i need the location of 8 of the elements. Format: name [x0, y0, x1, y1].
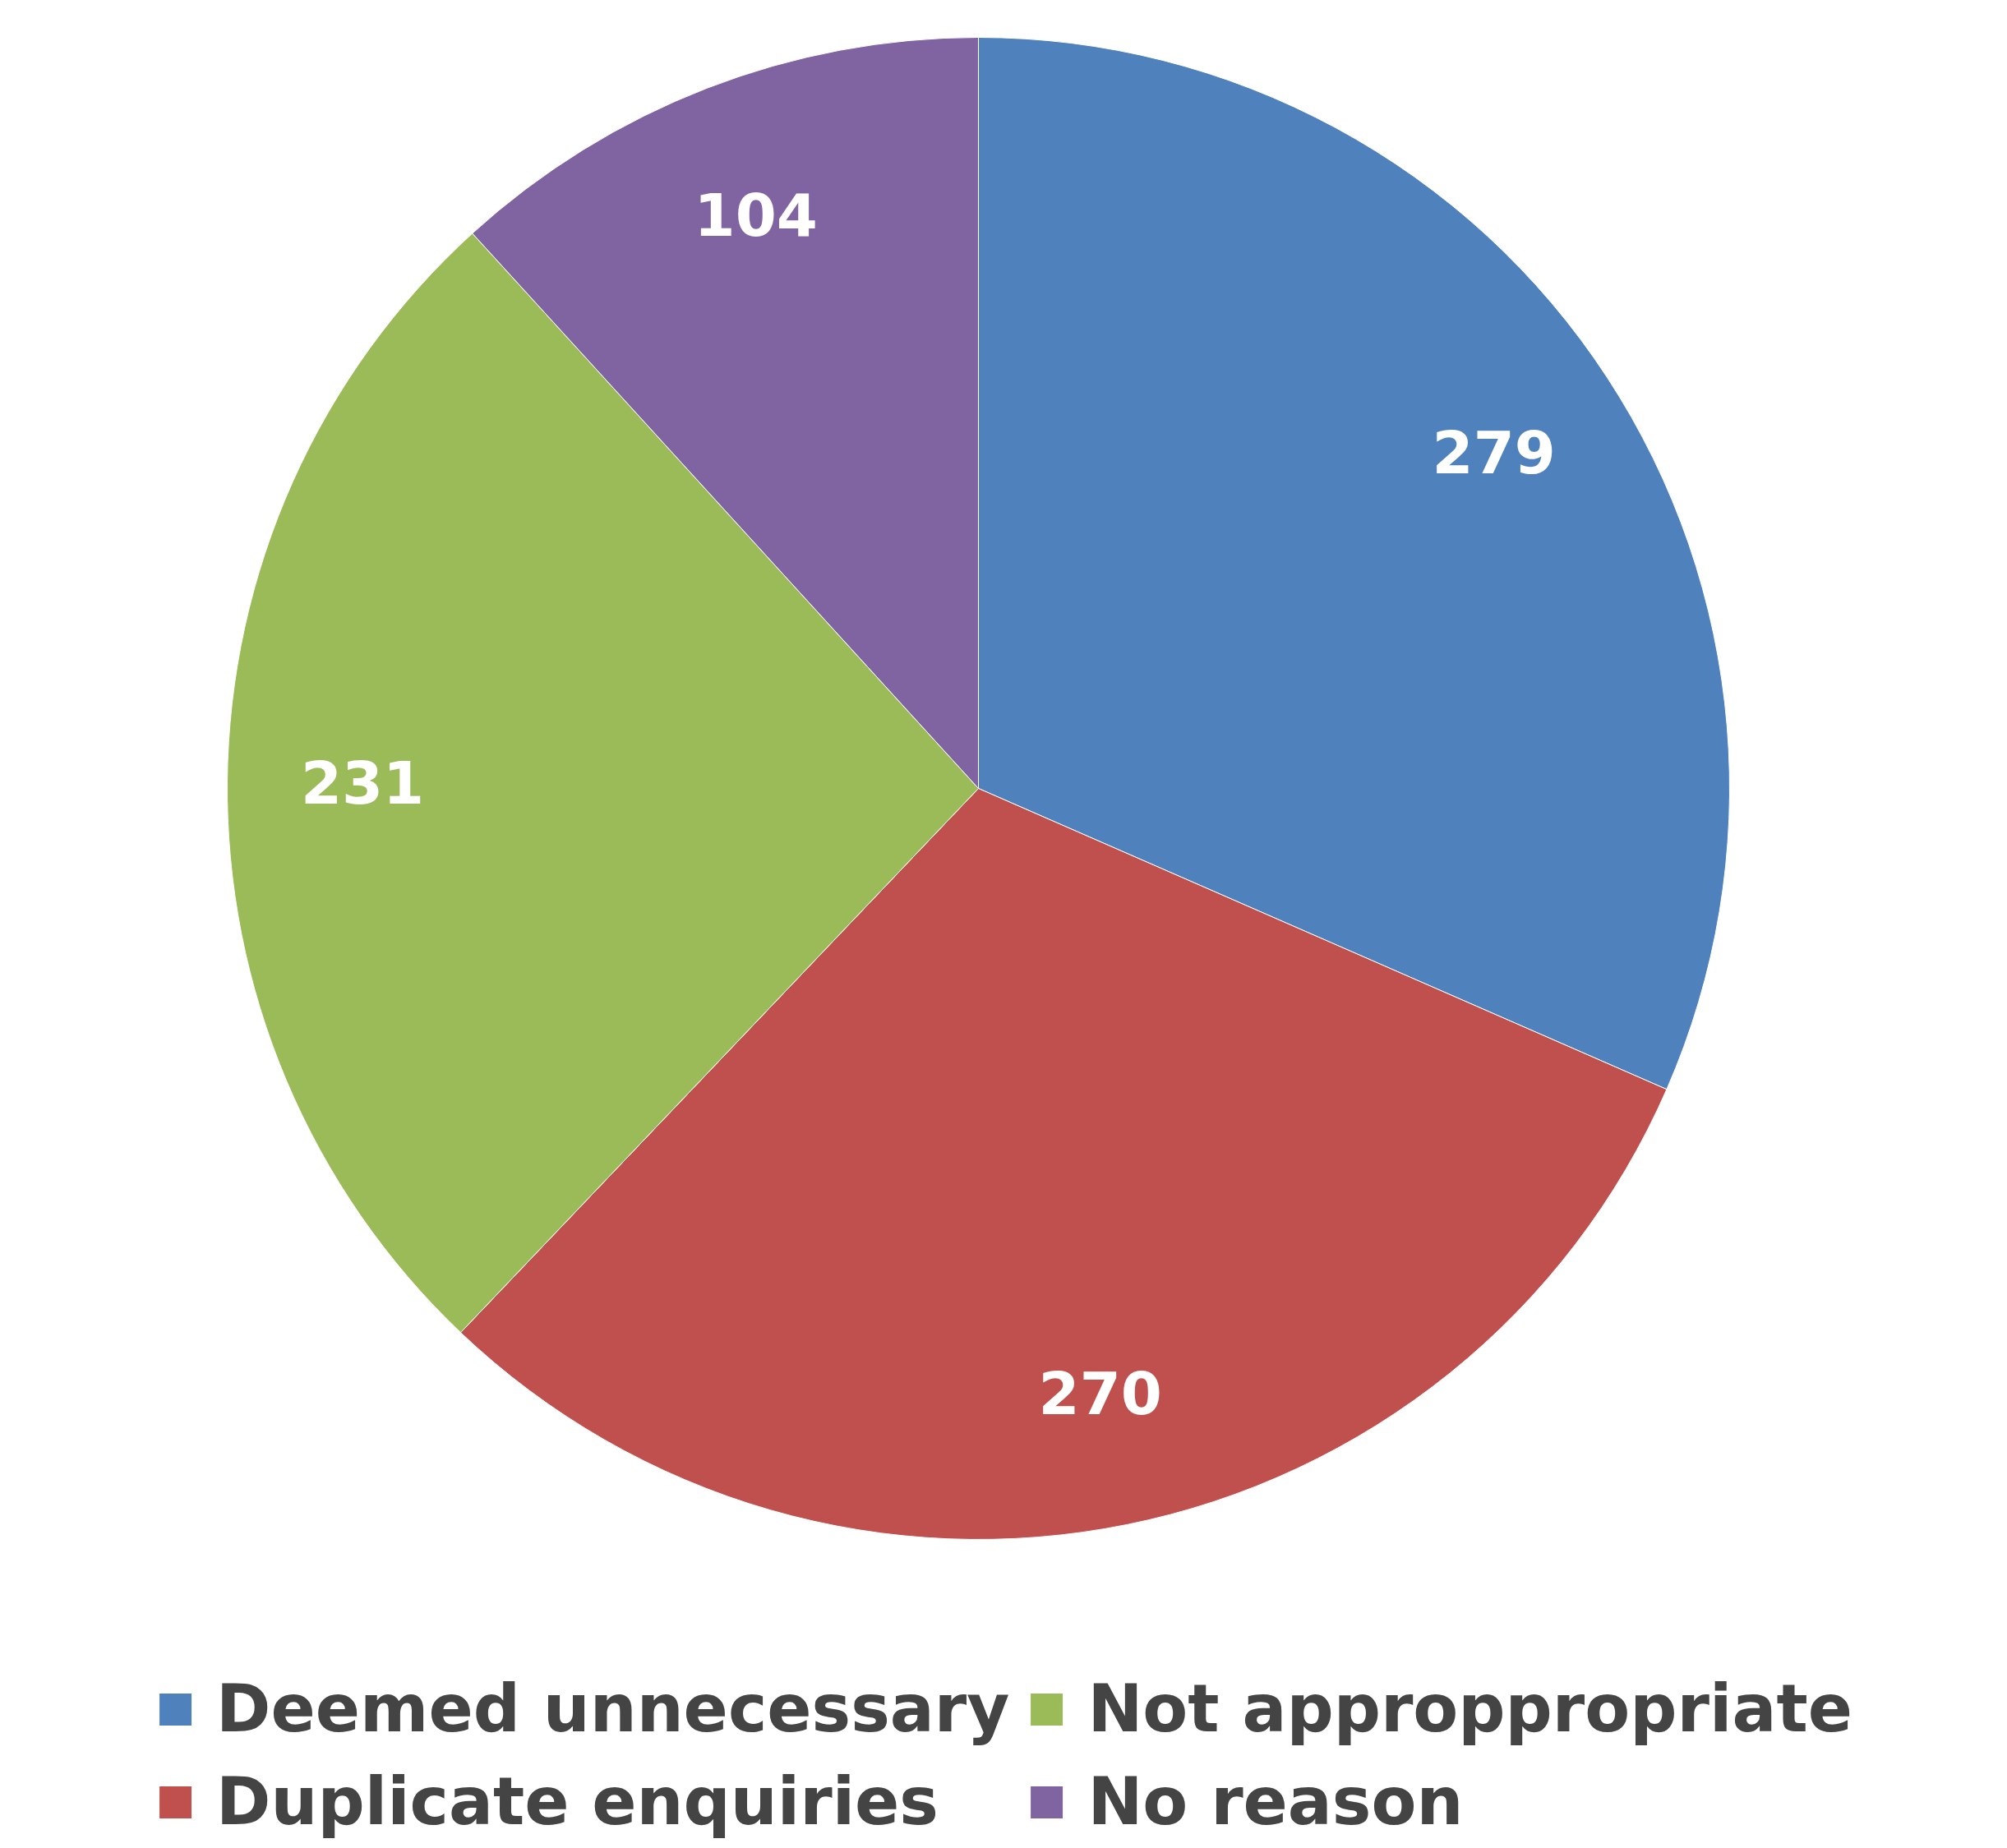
legend-label: Duplicate enquiries [216, 1763, 939, 1840]
legend-label: Deemed unnecessary [216, 1671, 1010, 1747]
data-label: 270 [1038, 1358, 1162, 1428]
data-label: 104 [694, 181, 818, 251]
data-label: 231 [300, 749, 425, 818]
legend-label: Not approppropriate [1087, 1671, 1852, 1747]
data-label: 279 [1432, 417, 1556, 487]
legend-label: No reason [1087, 1763, 1464, 1840]
